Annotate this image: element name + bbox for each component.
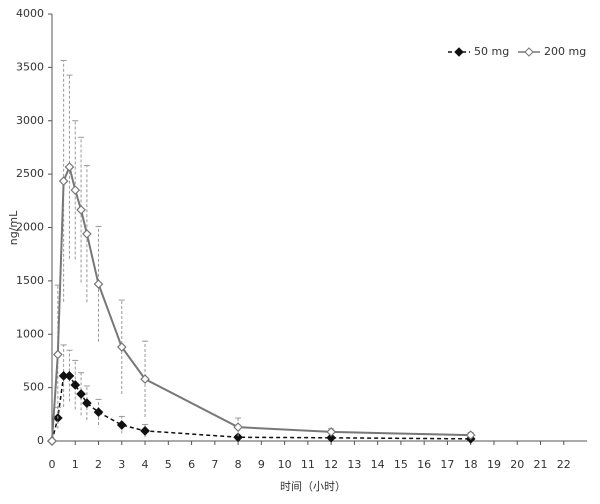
legend-marker bbox=[524, 47, 534, 57]
x-tick-label: 3 bbox=[118, 458, 125, 471]
x-tick-label: 7 bbox=[211, 458, 218, 471]
y-tick-label: 2500 bbox=[16, 167, 44, 180]
x-tick-label: 20 bbox=[510, 458, 524, 471]
marker bbox=[76, 205, 86, 215]
marker bbox=[140, 374, 150, 384]
x-tick-label: 15 bbox=[394, 458, 408, 471]
legend-label: 200 mg bbox=[544, 45, 586, 58]
marker bbox=[326, 432, 336, 443]
x-tick-label: 2 bbox=[95, 458, 102, 471]
x-tick-label: 19 bbox=[487, 458, 501, 471]
x-tick-label: 10 bbox=[278, 458, 292, 471]
marker bbox=[233, 422, 243, 432]
x-tick-label: 14 bbox=[371, 458, 385, 471]
x-tick-label: 22 bbox=[557, 458, 571, 471]
x-tick-label: 8 bbox=[235, 458, 242, 471]
marker bbox=[64, 371, 75, 381]
y-tick-label: 3500 bbox=[16, 60, 44, 73]
y-tick-label: 1000 bbox=[16, 327, 44, 340]
legend-marker bbox=[454, 47, 464, 57]
marker bbox=[93, 407, 104, 418]
marker bbox=[140, 426, 150, 436]
marker bbox=[82, 229, 92, 239]
y-axis-label: ng/mL bbox=[7, 210, 20, 245]
marker bbox=[76, 389, 86, 399]
marker bbox=[52, 349, 63, 360]
marker bbox=[93, 279, 104, 289]
series-line bbox=[51, 163, 471, 442]
marker bbox=[70, 185, 81, 195]
x-tick-label: 1 bbox=[72, 458, 79, 471]
x-tick-label: 5 bbox=[165, 458, 172, 471]
y-tick-label: 1500 bbox=[16, 274, 44, 287]
y-tick-label: 500 bbox=[23, 381, 44, 394]
x-tick-label: 6 bbox=[188, 458, 195, 471]
y-tick-label: 3000 bbox=[16, 114, 44, 127]
marker bbox=[82, 398, 92, 408]
marker bbox=[58, 176, 69, 186]
marker bbox=[70, 380, 81, 390]
x-axis-label: 时间（小时） bbox=[280, 480, 346, 493]
series-line bbox=[51, 375, 471, 442]
x-tick-label: 0 bbox=[49, 458, 56, 471]
marker bbox=[47, 436, 57, 446]
x-tick-label: 12 bbox=[324, 458, 338, 471]
marker bbox=[465, 430, 476, 440]
x-tick-label: 11 bbox=[301, 458, 315, 471]
x-tick-label: 13 bbox=[347, 458, 361, 471]
marker bbox=[326, 427, 336, 437]
x-tick-label: 16 bbox=[417, 458, 431, 471]
marker bbox=[64, 162, 75, 172]
x-tick-label: 17 bbox=[440, 458, 454, 471]
legend-label: 50 mg bbox=[474, 45, 509, 58]
x-tick-label: 21 bbox=[533, 458, 547, 471]
y-tick-label: 2000 bbox=[16, 221, 44, 234]
y-tick-label: 0 bbox=[37, 434, 44, 447]
y-tick-label: 4000 bbox=[16, 7, 44, 20]
marker bbox=[116, 342, 127, 352]
x-tick-label: 18 bbox=[464, 458, 478, 471]
x-tick-label: 9 bbox=[258, 458, 265, 471]
marker bbox=[233, 432, 243, 443]
marker bbox=[116, 420, 127, 430]
x-tick-label: 4 bbox=[142, 458, 149, 471]
